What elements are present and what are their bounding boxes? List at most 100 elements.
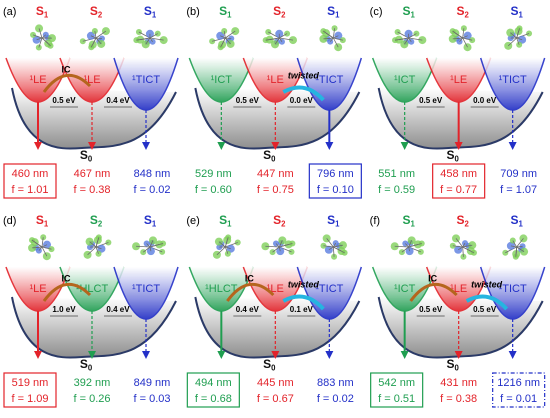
excited-well [479, 57, 546, 111]
oscillator-strength: f = 0.38 [440, 393, 477, 405]
twist-arrow [282, 85, 325, 102]
oscillator-strength: f = 0.01 [500, 393, 537, 405]
state-label-index: 1 [519, 11, 524, 20]
panel-label: (d) [3, 215, 16, 227]
state-label-index: 1 [335, 11, 340, 20]
ground-label-index: 0 [455, 364, 460, 373]
state-label-letter: S [402, 213, 410, 227]
state-label-letter: S [456, 213, 464, 227]
arrow-head [142, 142, 150, 150]
state-label-letter: S [90, 4, 98, 18]
ic-arrow [42, 283, 92, 302]
oscillator-strength: f = 0.75 [257, 184, 294, 196]
state-label-index: 1 [227, 11, 232, 20]
wavelength: 849 nm [134, 377, 171, 389]
arrow-head [325, 142, 334, 150]
twisted-label: twisted [288, 70, 320, 80]
wavelength: 494 nm [195, 377, 232, 389]
oscillator-strength: f = 0.77 [440, 184, 477, 196]
state-label: S1 [144, 4, 157, 19]
molecule [449, 234, 477, 260]
oscillator-strength: f = 1.01 [11, 184, 48, 196]
arrow-head [454, 351, 463, 359]
state-label-index: 1 [335, 220, 340, 229]
ground-label-letter: S [446, 357, 454, 371]
oscillator-strength: f = 0.38 [73, 184, 110, 196]
wavelength: 542 nm [378, 377, 415, 389]
state-label-index: 2 [98, 220, 103, 229]
ic-arrow [226, 283, 275, 302]
ground-label-letter: S [446, 148, 454, 162]
state-label-letter: S [219, 4, 227, 18]
panel-label: (e) [186, 215, 199, 227]
result-box [370, 372, 424, 408]
arrow-head [271, 351, 280, 359]
result-box [308, 163, 362, 199]
ic-label: IC [62, 64, 72, 74]
molecule [502, 234, 529, 260]
molecule [392, 29, 427, 49]
oscillator-strength: f = 0.10 [317, 184, 354, 196]
arrow-head [400, 142, 409, 150]
state-label-letter: S [90, 213, 98, 227]
state-label-index: 1 [227, 220, 232, 229]
ground-label-index: 0 [455, 155, 460, 164]
energy-gap: 0.4 eV [236, 305, 260, 314]
energy-gap: 0.5 eV [236, 96, 260, 105]
state-label-letter: S [327, 4, 335, 18]
ic-arrow [42, 74, 92, 93]
energy-gap: 0.5 eV [419, 96, 443, 105]
state-label-index: 2 [98, 11, 103, 20]
well-label: ¹TICT [315, 283, 343, 295]
excited-well [188, 57, 255, 103]
wavelength: 460 nm [12, 168, 49, 180]
well-label: ¹ICT [394, 74, 416, 86]
ground-label: S0 [80, 357, 93, 372]
excited-well [425, 57, 492, 103]
state-label-letter: S [273, 4, 281, 18]
state-label-index: 2 [465, 220, 470, 229]
energy-gap: 0.0 eV [473, 96, 497, 105]
wavelength: 848 nm [134, 168, 171, 180]
state-label-letter: S [327, 213, 335, 227]
wavelength: 392 nm [74, 377, 111, 389]
wavelength: 458 nm [440, 168, 477, 180]
state-label-letter: S [36, 4, 44, 18]
oscillator-strength: f = 0.68 [195, 393, 232, 405]
arrow-head [34, 351, 42, 359]
wavelength: 1216 nm [497, 377, 540, 389]
excited-well [296, 57, 363, 111]
arrow-head [325, 351, 334, 359]
ground-label-index: 0 [88, 155, 93, 164]
panel-label: (c) [370, 6, 383, 18]
molecule [30, 24, 56, 51]
energy-gap: 0.0 eV [290, 96, 314, 105]
well-label: ¹HLCT [76, 283, 109, 295]
state-label-index: 1 [411, 11, 416, 20]
oscillator-strength: f = 0.67 [257, 393, 294, 405]
molecule [320, 234, 348, 260]
wavelength: 796 nm [317, 168, 354, 180]
ground-label-index: 0 [271, 364, 276, 373]
energy-gap: 0.5 eV [473, 305, 497, 314]
arrow-head [88, 142, 96, 150]
state-label-index: 1 [152, 220, 157, 229]
molecule [319, 25, 346, 52]
molecule [448, 25, 476, 52]
ground-label-index: 0 [88, 364, 93, 373]
state-label-index: 1 [44, 11, 49, 20]
well-label: ¹TICT [499, 74, 527, 86]
well-label: ¹LE [29, 283, 46, 295]
well-label: ¹LE [450, 74, 467, 86]
state-label-index: 1 [411, 220, 416, 229]
panel-label: (a) [3, 6, 16, 18]
oscillator-strength: f = 0.02 [133, 184, 170, 196]
molecule [209, 27, 240, 51]
twisted-label: twisted [471, 279, 503, 289]
ic-label: IC [245, 273, 255, 283]
state-label: S1 [327, 213, 340, 228]
well-label: ¹TICT [315, 74, 343, 86]
molecule [132, 236, 167, 256]
